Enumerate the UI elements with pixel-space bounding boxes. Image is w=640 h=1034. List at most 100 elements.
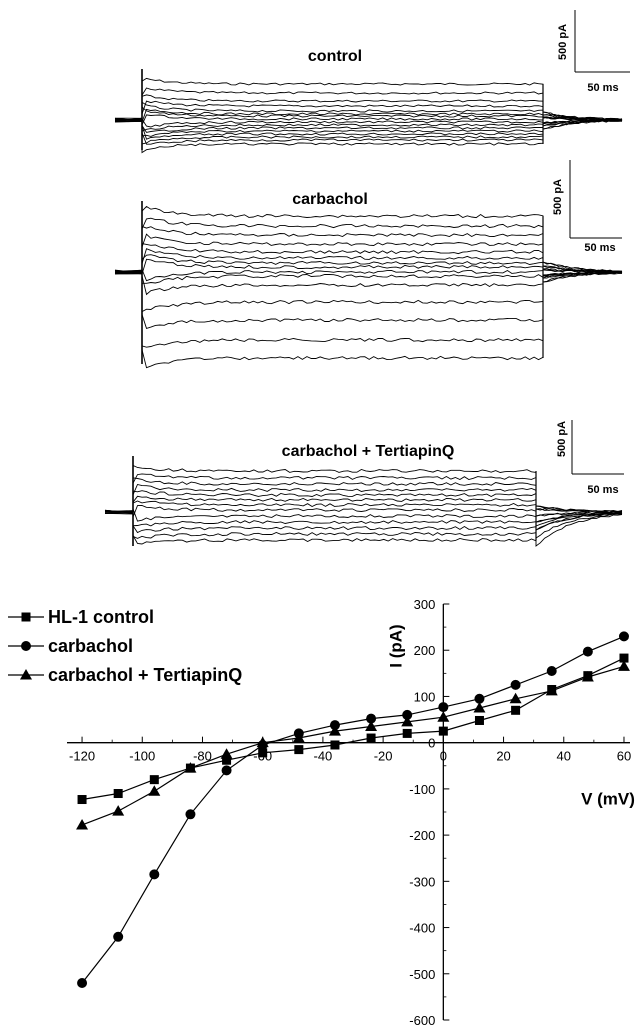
data-point-circle bbox=[474, 693, 485, 704]
current-trace bbox=[114, 225, 623, 275]
x-tick-label: -80 bbox=[193, 749, 212, 764]
current-trace bbox=[104, 490, 623, 531]
data-point-circle bbox=[582, 646, 593, 657]
series-line bbox=[81, 665, 625, 826]
series-triangle bbox=[76, 660, 630, 830]
y-tick-label: 300 bbox=[414, 597, 436, 612]
current-trace bbox=[114, 116, 623, 154]
current-trace bbox=[104, 511, 623, 534]
current-trace bbox=[114, 233, 623, 276]
x-tick-label: 0 bbox=[440, 749, 447, 764]
data-point-square bbox=[330, 740, 340, 750]
current-trace bbox=[104, 504, 623, 527]
current-trace bbox=[114, 270, 622, 369]
data-point-square bbox=[222, 755, 232, 765]
data-point-triangle bbox=[473, 702, 486, 713]
data-point-triangle bbox=[509, 692, 522, 704]
data-point-square bbox=[258, 748, 268, 758]
current-trace bbox=[104, 473, 623, 514]
data-point-circle bbox=[618, 631, 629, 642]
x-tick-label: 60 bbox=[617, 749, 631, 764]
y-tick-label: -300 bbox=[409, 874, 435, 889]
y-tick-label: -200 bbox=[409, 828, 435, 843]
current-trace bbox=[114, 94, 623, 121]
data-point-circle bbox=[221, 765, 232, 776]
x-tick-label: -100 bbox=[129, 749, 155, 764]
control-scale-time: 50 ms bbox=[587, 82, 618, 94]
current-trace bbox=[104, 508, 623, 527]
data-point-circle bbox=[185, 809, 196, 820]
data-point-triangle bbox=[545, 684, 558, 696]
current-trace bbox=[104, 505, 623, 522]
current-trace bbox=[114, 116, 623, 133]
current-trace bbox=[104, 483, 623, 523]
x-tick-label: -120 bbox=[69, 749, 95, 764]
data-point-square bbox=[21, 612, 31, 622]
x-tick-label: -20 bbox=[374, 749, 393, 764]
data-point-circle bbox=[113, 931, 124, 942]
current-trace bbox=[114, 270, 623, 329]
tertiapin-title: carbachol + TertiapinQ bbox=[282, 443, 455, 460]
current-trace bbox=[114, 114, 623, 132]
data-point-triangle bbox=[184, 762, 197, 773]
data-point-triangle bbox=[365, 720, 378, 731]
current-trace bbox=[104, 500, 623, 547]
data-point-square bbox=[149, 775, 159, 785]
series-layer bbox=[76, 631, 630, 989]
tertiapin-panel: carbachol + TertiapinQ 500 pA 50 ms bbox=[104, 420, 624, 547]
control-panel: control 500 pA 50 ms bbox=[114, 10, 630, 154]
data-point-triangle bbox=[617, 660, 630, 671]
current-trace bbox=[114, 268, 623, 296]
current-trace bbox=[114, 117, 623, 140]
data-point-square bbox=[77, 795, 87, 805]
data-point-circle bbox=[438, 702, 449, 713]
y-tick-label: 100 bbox=[414, 689, 436, 704]
legend-item: carbachol + TertiapinQ bbox=[8, 665, 242, 685]
current-trace bbox=[114, 118, 623, 137]
tertiapin-scale-current: 500 pA bbox=[556, 421, 568, 457]
data-point-square bbox=[366, 733, 376, 743]
data-point-triangle bbox=[581, 671, 594, 682]
current-trace bbox=[114, 101, 623, 127]
control-scale-current: 500 pA bbox=[557, 24, 569, 60]
y-tick-label: -500 bbox=[409, 967, 435, 982]
series-line bbox=[82, 657, 625, 801]
carbachol-panel: carbachol 500 pA 50 ms bbox=[114, 160, 623, 369]
control-traces bbox=[114, 69, 623, 154]
y-tick-label: -600 bbox=[409, 1013, 435, 1028]
y-tick-label: -100 bbox=[409, 782, 435, 797]
tertiapin-scale-time: 50 ms bbox=[587, 484, 618, 496]
x-tick-label: 20 bbox=[496, 749, 510, 764]
current-trace bbox=[114, 265, 623, 284]
data-point-square bbox=[438, 726, 448, 736]
legend-label: carbachol + TertiapinQ bbox=[48, 665, 242, 685]
current-trace bbox=[114, 261, 623, 282]
data-point-triangle bbox=[437, 711, 450, 722]
control-title: control bbox=[308, 48, 362, 65]
data-point-triangle bbox=[401, 715, 414, 727]
data-point-triangle bbox=[292, 732, 305, 743]
data-point-square bbox=[474, 715, 484, 725]
legend: HL-1 control carbachol carbachol + Tertia… bbox=[8, 607, 242, 685]
legend-label: HL-1 control bbox=[48, 607, 154, 627]
data-point-triangle bbox=[20, 669, 32, 680]
data-point-square bbox=[294, 745, 304, 755]
series-line bbox=[81, 635, 625, 984]
legend-label: carbachol bbox=[48, 636, 133, 656]
y-axis-label: I (pA) bbox=[386, 624, 405, 667]
data-point-triangle bbox=[256, 736, 269, 748]
data-point-triangle bbox=[220, 748, 233, 759]
series-circle bbox=[77, 631, 629, 989]
current-trace bbox=[114, 205, 623, 274]
current-trace bbox=[104, 464, 623, 515]
data-point-circle bbox=[21, 641, 31, 651]
data-point-triangle bbox=[328, 725, 341, 736]
carbachol-traces bbox=[114, 201, 623, 369]
legend-item: carbachol bbox=[8, 636, 133, 656]
current-trace bbox=[114, 111, 623, 128]
y-tick-label: -400 bbox=[409, 921, 435, 936]
data-point-circle bbox=[366, 713, 377, 724]
carbachol-scale-time: 50 ms bbox=[584, 242, 615, 254]
